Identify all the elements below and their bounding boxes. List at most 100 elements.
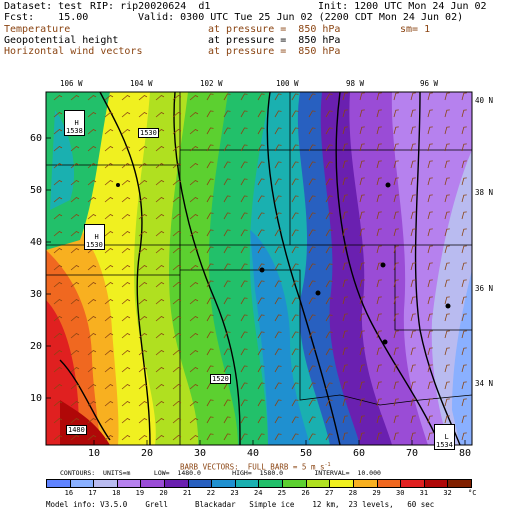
wind-barb (53, 95, 63, 101)
wind-barb (308, 178, 316, 186)
wind-barb (376, 415, 382, 424)
wind-barb (53, 384, 63, 390)
wind-barb (172, 350, 182, 356)
wind-barb (325, 263, 333, 271)
wind-barb (189, 350, 199, 356)
low-value: 1534 (436, 441, 453, 449)
wind-barb (274, 229, 282, 237)
wind-barb (461, 330, 467, 339)
lon-label-104w: 104 W (130, 79, 153, 88)
wind-barb (308, 416, 316, 424)
wind-barb (257, 382, 265, 390)
wind-barb (104, 163, 114, 169)
wind-barb (189, 384, 199, 390)
wind-barb (240, 246, 248, 254)
wind-barb (70, 367, 80, 373)
wind-barb (359, 143, 365, 152)
wind-barb (155, 180, 165, 186)
wind-barb (359, 347, 365, 356)
wind-barb (155, 333, 165, 339)
wind-barb (223, 229, 231, 237)
wind-barb (189, 112, 199, 118)
wind-barb (461, 92, 467, 101)
wind-barb (189, 248, 199, 254)
wind-barb (121, 214, 131, 220)
wind-barb (206, 212, 214, 220)
wind-barb (172, 299, 182, 305)
wind-barb (274, 348, 282, 356)
wind-barb (291, 297, 299, 305)
wind-barb (461, 364, 467, 373)
wind-barb (155, 214, 165, 220)
wind-barb (325, 331, 333, 339)
wind-barb (325, 93, 333, 101)
wind-barb (138, 316, 148, 322)
wind-barb (121, 333, 131, 339)
lon-label-102w: 102 W (200, 79, 223, 88)
wind-barb (206, 161, 214, 169)
wind-barb (223, 348, 231, 356)
wind-barb (206, 144, 214, 152)
wind-barb (257, 212, 265, 220)
wind-barb (308, 93, 316, 101)
wind-barb (53, 316, 63, 322)
colorbar-swatch (47, 480, 70, 487)
field-temperature-level: at pressure = 850 hPa (208, 24, 341, 35)
colorbar-tick-label: 30 (396, 489, 405, 497)
wind-barb (189, 299, 199, 305)
wind-barb (189, 146, 199, 152)
wind-barb (206, 331, 214, 339)
wind-barb (53, 248, 63, 254)
wind-barb (138, 401, 148, 407)
wind-barb (342, 211, 348, 220)
wind-barb (240, 365, 248, 373)
wind-barb (410, 262, 416, 271)
wind-barb (223, 212, 231, 220)
y-tick-30: 30 (30, 289, 43, 300)
wind-barb (444, 228, 450, 237)
wind-barb (291, 382, 299, 390)
wind-barb (410, 279, 416, 288)
wind-barb (308, 365, 316, 373)
colorbar-tick-label: 22 (206, 489, 216, 497)
wind-barb (172, 112, 182, 118)
wind-barb (189, 197, 199, 203)
dataset-label: Dataset: test (4, 1, 83, 12)
wind-barb (155, 384, 165, 390)
wind-barb (87, 129, 97, 135)
wind-barb (325, 212, 333, 220)
wind-barb (155, 401, 165, 407)
wind-barb (257, 348, 265, 356)
wind-barb (461, 279, 467, 288)
wind-barb (87, 163, 97, 169)
wind-barb (172, 316, 182, 322)
colorbar-swatch (376, 480, 401, 487)
contour-label-1530-a: 1530 (138, 128, 159, 138)
wind-barb (393, 432, 399, 441)
wind-barb (325, 433, 333, 441)
wind-barb (257, 331, 265, 339)
wind-barb (325, 399, 333, 407)
wind-barb (257, 144, 265, 152)
wind-barb (427, 347, 433, 356)
wind-barb (104, 146, 114, 152)
wind-barb (70, 299, 80, 305)
wind-barb (342, 245, 348, 254)
colorbar-tick-label: 18 (112, 489, 121, 497)
wind-barb (104, 265, 114, 271)
wind-barb (53, 163, 63, 169)
wind-barb (87, 197, 97, 203)
wind-barb (206, 416, 214, 424)
wind-barb (104, 418, 114, 424)
wind-barb (410, 330, 416, 339)
wind-barb (291, 161, 299, 169)
wind-barb (155, 299, 165, 305)
wind-barb (155, 316, 165, 322)
wind-barb (427, 92, 433, 101)
wind-barb (87, 180, 97, 186)
wind-barb (223, 280, 231, 288)
colorbar-tick-label: 23 (230, 489, 239, 497)
colorbar-tick-label: 27 (325, 489, 334, 497)
station-markers (116, 182, 451, 345)
wind-barb (274, 195, 282, 203)
